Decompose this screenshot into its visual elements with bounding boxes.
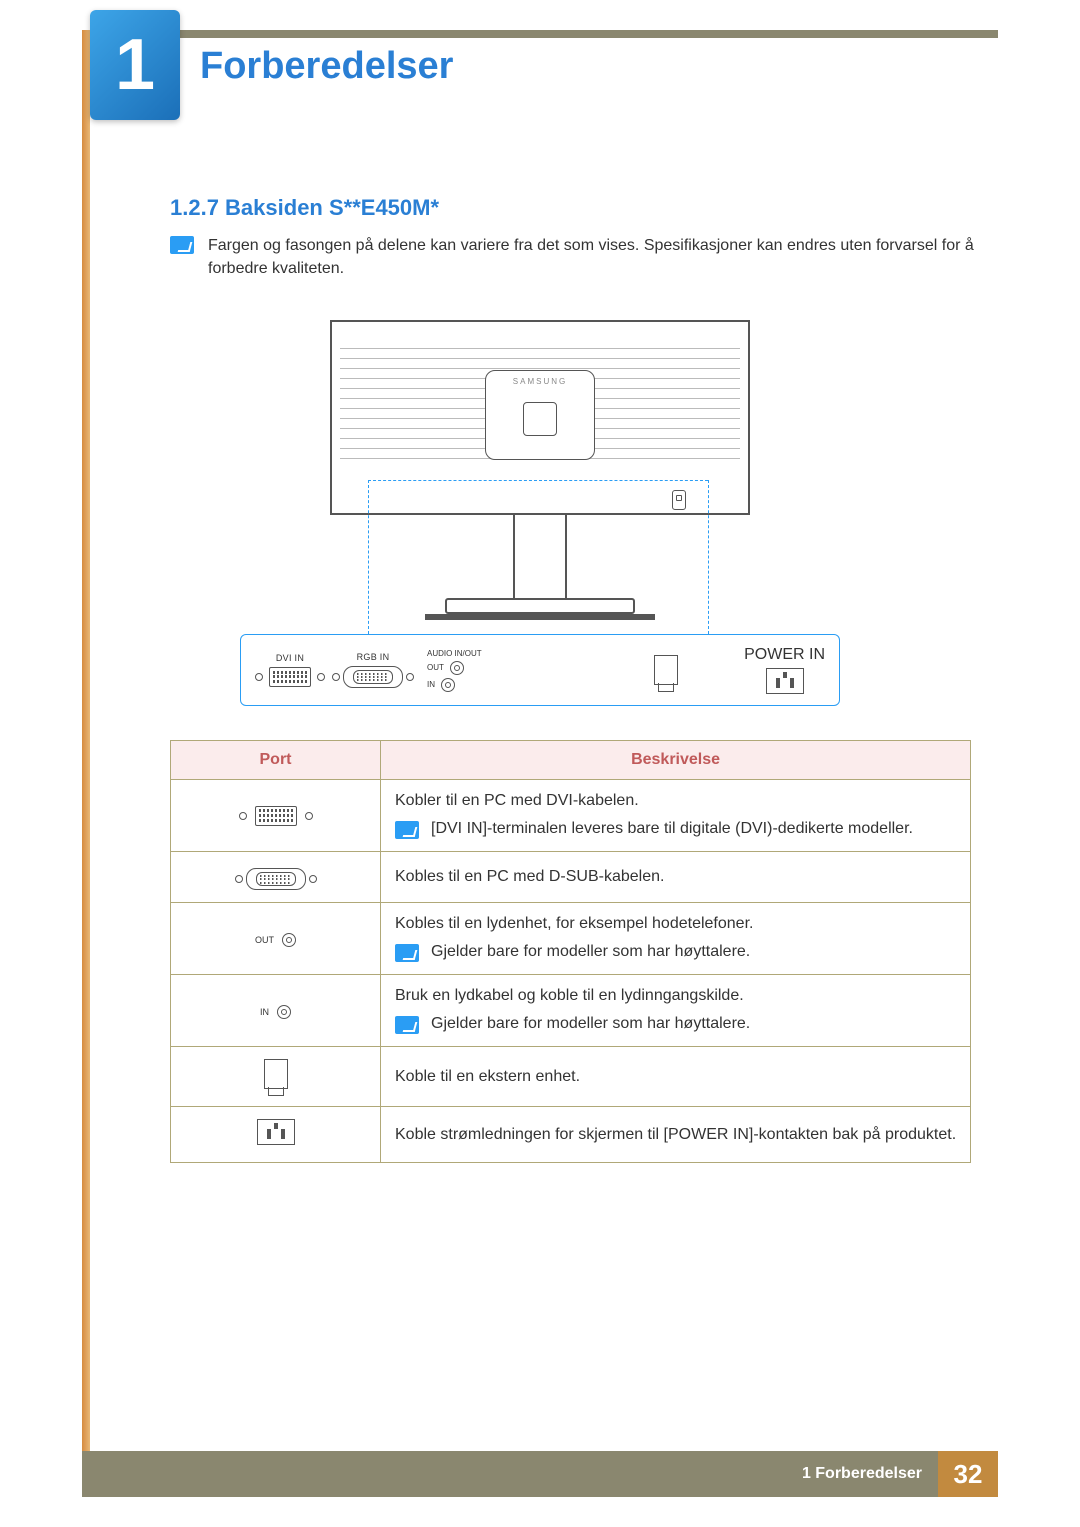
desc-note-text: Gjelder bare for modeller som har høytta… — [431, 943, 750, 961]
power-label: POWER IN — [744, 646, 825, 664]
table-header-port: Port — [171, 741, 381, 780]
audio-label: AUDIO IN/OUT — [427, 649, 482, 658]
port-desc-cell: Kobler til en PC med DVI-kabelen. [DVI I… — [381, 780, 971, 852]
audio-out-label: OUT — [427, 663, 444, 672]
audio-in-label: IN — [427, 680, 435, 689]
table-row: Kobler til en PC med DVI-kabelen. [DVI I… — [171, 780, 971, 852]
intro-note-block: Fargen og fasongen på delene kan variere… — [170, 234, 980, 280]
table-row: Koble strømledningen for skjermen til [P… — [171, 1107, 971, 1163]
audio-out-label: OUT — [255, 935, 274, 945]
dvi-port-group: DVI IN — [255, 653, 325, 687]
port-icon-cell — [171, 780, 381, 852]
lock-slot-icon — [672, 490, 686, 510]
stand-foot — [425, 614, 655, 620]
stand-base — [445, 598, 635, 614]
port-desc-cell: Koble til en ekstern enhet. — [381, 1047, 971, 1107]
port-icon-cell — [171, 852, 381, 903]
port-icon-cell — [171, 1047, 381, 1107]
port-icon-cell: OUT — [171, 903, 381, 975]
desc-note-text: Gjelder bare for modeller som har høytta… — [431, 1015, 750, 1033]
audio-out-port-icon: OUT — [255, 933, 296, 947]
port-desc-cell: Bruk en lydkabel og koble til en lydinng… — [381, 975, 971, 1047]
table-row: OUT Kobles til en lydenhet, for eksempel… — [171, 903, 971, 975]
chapter-title: Forberedelser — [200, 45, 453, 88]
footer-page-number: 32 — [938, 1451, 998, 1497]
chapter-number: 1 — [115, 24, 155, 106]
vga-port-icon — [232, 868, 320, 890]
footer-chapter-ref: 1 Forberedelser — [802, 1465, 938, 1483]
port-description-table: Port Beskrivelse Kobler til en PC med DV… — [170, 740, 971, 1163]
section-heading: 1.2.7 Baksiden S**E450M* — [170, 195, 439, 221]
top-bar — [82, 30, 998, 38]
monitor-diagram: SAMSUNG DVI IN RGB IN AUDIO IN/OUT OUT I… — [240, 320, 840, 710]
desc-note-text: [DVI IN]-terminalen leveres bare til dig… — [431, 820, 913, 838]
desc-main: Koble til en ekstern enhet. — [395, 1068, 956, 1086]
table-row: IN Bruk en lydkabel og koble til en lydi… — [171, 975, 971, 1047]
table-row: Koble til en ekstern enhet. — [171, 1047, 971, 1107]
audio-port-group: AUDIO IN/OUT OUT IN — [427, 649, 482, 692]
desc-main: Koble strømledningen for skjermen til [P… — [395, 1126, 956, 1144]
power-port-icon — [766, 668, 804, 694]
intro-note-text: Fargen og fasongen på delene kan variere… — [208, 234, 980, 280]
power-port-icon — [257, 1119, 295, 1145]
dash-line — [368, 480, 708, 481]
audio-out-jack-icon — [450, 661, 464, 675]
footer-bar: 1 Forberedelser 32 — [82, 1451, 998, 1497]
desc-main: Bruk en lydkabel og koble til en lydinng… — [395, 987, 956, 1005]
port-desc-cell: Kobles til en PC med D-SUB-kabelen. — [381, 852, 971, 903]
stand-neck — [513, 515, 567, 600]
power-port-group: POWER IN — [744, 646, 825, 694]
dvi-label: DVI IN — [276, 653, 304, 663]
note-icon — [170, 236, 194, 254]
audio-in-port-icon: IN — [260, 1005, 291, 1019]
port-icon-cell — [171, 1107, 381, 1163]
dash-line — [368, 480, 369, 634]
desc-main: Kobles til en PC med D-SUB-kabelen. — [395, 868, 956, 886]
desc-main: Kobles til en lydenhet, for eksempel hod… — [395, 915, 956, 933]
usb-port-icon — [264, 1059, 288, 1089]
usb-port-icon — [654, 655, 678, 685]
ports-panel: DVI IN RGB IN AUDIO IN/OUT OUT IN POWER … — [240, 634, 840, 706]
usb-port-group — [654, 655, 678, 685]
chapter-number-badge: 1 — [90, 10, 180, 120]
dvi-port-icon — [239, 806, 313, 826]
dash-line — [708, 480, 709, 634]
note-icon — [395, 821, 419, 839]
brand-label: SAMSUNG — [486, 377, 594, 386]
table-header-desc: Beskrivelse — [381, 741, 971, 780]
audio-in-jack-icon — [441, 678, 455, 692]
monitor-frame: SAMSUNG — [330, 320, 750, 515]
desc-main: Kobler til en PC med DVI-kabelen. — [395, 792, 956, 810]
table-row: Kobles til en PC med D-SUB-kabelen. — [171, 852, 971, 903]
rgb-port-group: RGB IN — [343, 652, 403, 688]
note-icon — [395, 1016, 419, 1034]
port-desc-cell: Koble strømledningen for skjermen til [P… — [381, 1107, 971, 1163]
rgb-label: RGB IN — [357, 652, 390, 662]
audio-in-label: IN — [260, 1007, 269, 1017]
port-icon-cell: IN — [171, 975, 381, 1047]
note-icon — [395, 944, 419, 962]
monitor-pivot: SAMSUNG — [485, 370, 595, 460]
port-desc-cell: Kobles til en lydenhet, for eksempel hod… — [381, 903, 971, 975]
left-stripe — [82, 30, 90, 1467]
